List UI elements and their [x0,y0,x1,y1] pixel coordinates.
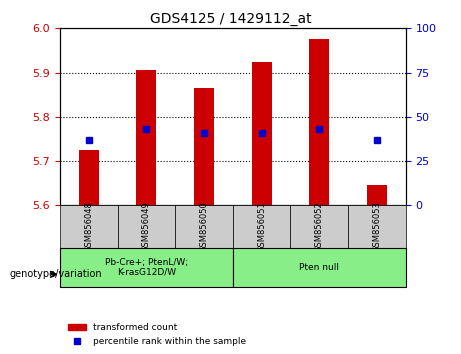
Text: GSM856052: GSM856052 [315,201,324,252]
Bar [309,39,329,205]
Bar [136,70,156,205]
FancyBboxPatch shape [233,205,290,248]
FancyBboxPatch shape [118,205,175,248]
FancyBboxPatch shape [290,205,348,248]
Bar [194,88,214,205]
Text: genotype/variation: genotype/variation [9,269,102,279]
FancyBboxPatch shape [60,205,118,248]
FancyBboxPatch shape [175,205,233,248]
Text: GSM856049: GSM856049 [142,201,151,252]
Text: Pb-Cre+; PtenL/W;
K-rasG12D/W: Pb-Cre+; PtenL/W; K-rasG12D/W [105,258,188,277]
FancyBboxPatch shape [348,205,406,248]
Text: GSM856053: GSM856053 [372,201,381,252]
Bar [79,150,99,205]
Text: GSM856051: GSM856051 [257,201,266,252]
Text: GSM856050: GSM856050 [200,201,208,252]
FancyBboxPatch shape [60,248,233,287]
FancyBboxPatch shape [233,248,406,287]
Text: GSM856048: GSM856048 [84,201,93,252]
Bar [252,62,272,205]
Legend: transformed count, percentile rank within the sample: transformed count, percentile rank withi… [65,320,250,349]
Text: GDS4125 / 1429112_at: GDS4125 / 1429112_at [150,12,311,27]
Bar [367,185,387,205]
Text: Pten null: Pten null [299,263,339,272]
